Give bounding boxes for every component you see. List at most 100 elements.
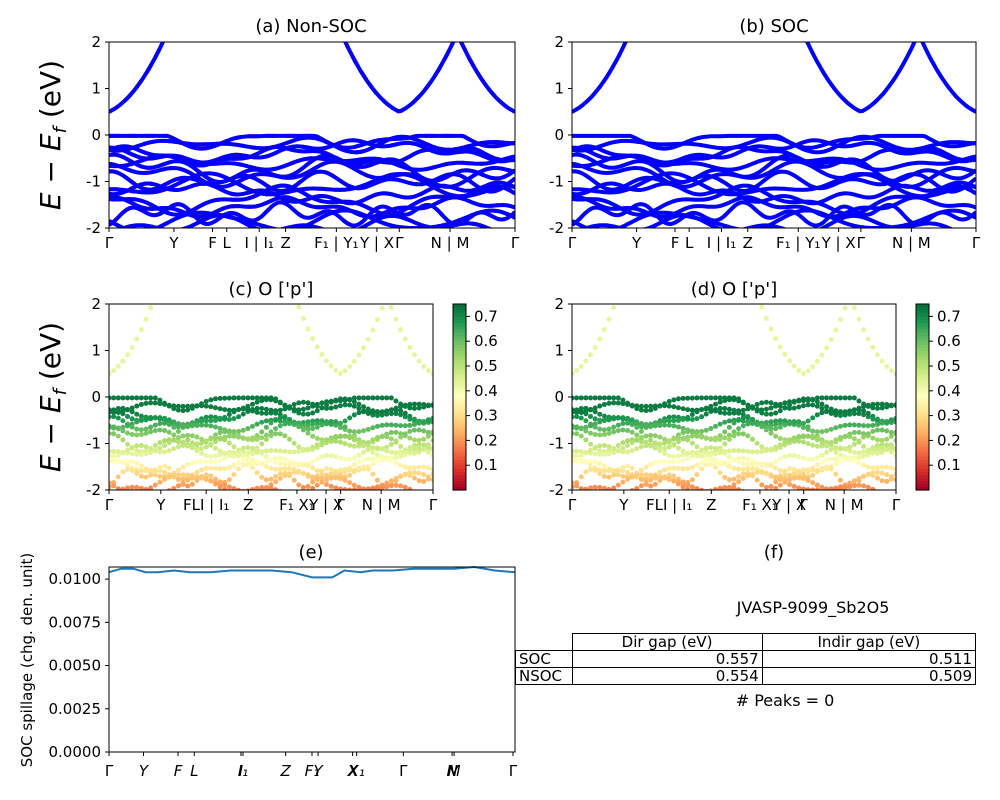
projection-point [384,448,390,454]
projection-point [194,403,200,409]
projection-point [745,461,751,467]
projection-point [615,468,621,474]
projection-point [588,462,594,468]
projection-point [111,448,117,454]
projection-point [754,470,760,476]
projection-point [347,480,353,486]
projection-point [393,439,399,445]
panel-c-title: (c) O ['p'] [229,279,314,300]
projection-point [588,407,594,413]
colorbar-segment [453,431,466,435]
projection-point [120,411,126,417]
projection-point [166,429,172,435]
projection-point [578,474,584,480]
projection-point [606,444,612,450]
projection-point [249,395,255,401]
projection-point [805,396,811,402]
projection-point [263,410,269,416]
projection-point [407,486,413,490]
projection-point [777,477,783,483]
projection-point [249,445,255,451]
projection-point [611,424,617,430]
projection-point [578,449,584,455]
projection-point [824,486,830,490]
projection-point [138,468,144,474]
svg-text:E − Ef (eV): E − Ef (eV) [34,60,71,210]
colorbar-segment [916,480,929,485]
projection-point [421,428,427,434]
projection-point [861,408,867,414]
projection-point [148,395,154,401]
projection-point [874,475,880,481]
projection-point [407,401,413,407]
projection-point [296,424,302,430]
projection-point [712,395,718,401]
colorbar-segment [916,372,929,376]
projection-point [416,405,422,411]
projection-point [282,461,288,467]
projection-point [421,402,427,408]
projection-point [870,401,876,407]
projection-point [398,434,404,440]
band-line [572,208,976,228]
projection-point [282,473,288,479]
projection-point [199,436,205,442]
projection-point [662,436,668,442]
projection-point [324,481,330,487]
projection-point [361,428,367,434]
projection-point [189,403,195,409]
projection-point [134,470,140,476]
projection-point [611,429,617,435]
projection-point [615,482,621,488]
projection-point [745,406,751,412]
projection-point [685,414,691,420]
projection-point [305,400,311,406]
projection-point [763,411,769,417]
projection-point [722,461,728,467]
projection-point [606,415,612,421]
projection-point [763,427,769,433]
projection-point [152,482,158,488]
projection-point [819,405,825,411]
colorbar-segment [916,424,929,429]
projection-point [583,469,589,475]
projection-point [782,479,788,485]
colorbar-segment [916,421,929,426]
projection-point [893,446,896,452]
band-line [109,42,515,114]
projection-point [393,398,399,404]
projection-point [277,471,283,477]
projection-point [171,403,177,409]
projection-point [430,471,433,477]
projection-point [722,441,728,447]
projection-point [712,423,718,429]
projection-point [342,396,348,402]
projection-point [402,464,408,470]
projection-point [805,402,811,408]
projection-point [629,402,635,408]
projection-point [347,402,353,408]
y-tick-label: -1 [549,435,564,453]
projection-point [333,485,339,490]
projection-point [740,475,746,481]
projection-point [120,405,126,411]
ylabel-middle: E − Ef (eV) [34,322,71,472]
projection-point [884,472,890,478]
projection-point [657,474,663,480]
projection-point [365,456,371,462]
projection-point [768,405,774,411]
projection-point [773,465,779,471]
projection-point [296,461,302,467]
x-tick-label: Y | X [308,496,343,514]
projection-point [115,474,121,480]
projection-point [745,456,751,462]
projection-point [782,351,788,357]
projection-point [583,424,589,430]
projection-point [819,410,825,416]
panel-d-title: (d) O ['p'] [691,279,777,300]
projection-point [120,469,126,475]
projection-point [791,483,797,489]
projection-point [125,413,131,419]
projection-point [226,440,232,446]
projection-point [777,482,783,488]
